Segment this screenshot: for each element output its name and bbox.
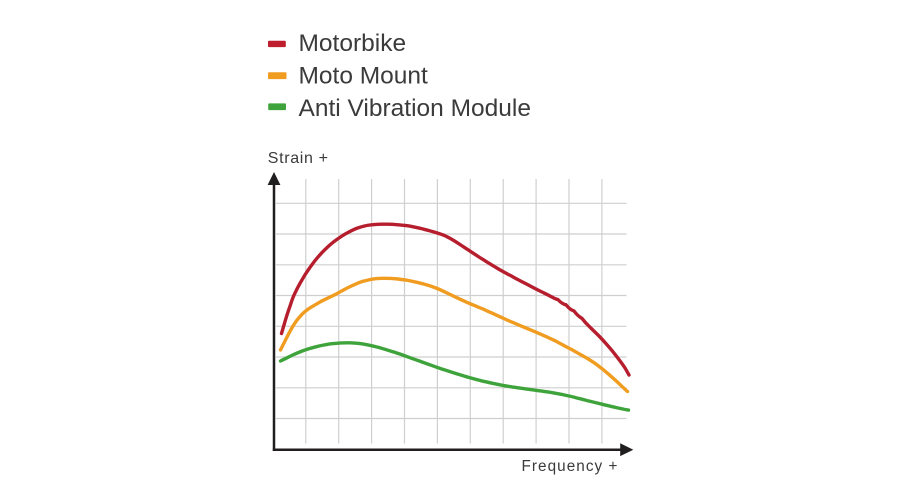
svg-text:Strain +: Strain + (268, 150, 329, 167)
svg-text:Anti Vibration Module: Anti Vibration Module (299, 95, 531, 122)
svg-text:Motorbike: Motorbike (299, 30, 407, 57)
svg-text:Frequency +: Frequency + (522, 458, 619, 475)
svg-text:Moto Mount: Moto Mount (299, 63, 429, 90)
